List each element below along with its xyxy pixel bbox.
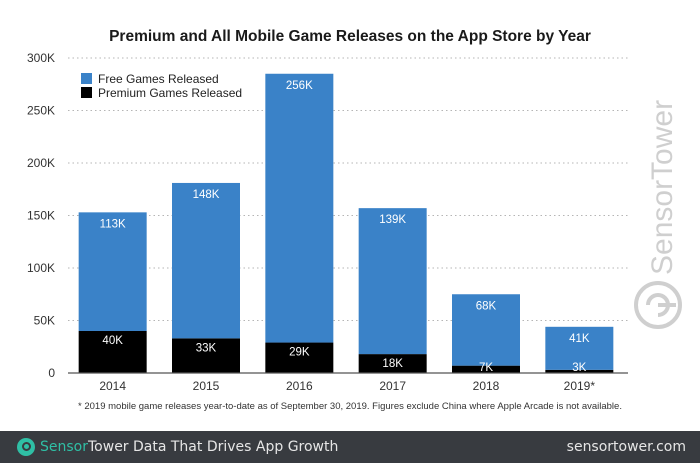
x-tick-label: 2016 bbox=[286, 379, 313, 393]
y-tick-label: 250K bbox=[27, 104, 55, 118]
data-labels: 40K 113K 33K 148K 29K 256K 18K 139K 7K 68K 3K 41K bbox=[100, 80, 590, 374]
x-tick-label: 2019* bbox=[564, 379, 596, 393]
y-tick-label: 150K bbox=[27, 209, 55, 223]
x-axis: 2014 2015 2016 2017 2018 2019* bbox=[68, 372, 628, 393]
watermark-logo-icon bbox=[634, 281, 682, 329]
bar-premium-2019 bbox=[545, 369, 614, 373]
y-tick-label: 200K bbox=[27, 156, 55, 170]
bar-premium-2016 bbox=[265, 342, 334, 373]
bar-premium-2018 bbox=[452, 365, 520, 373]
data-label: 33K bbox=[196, 342, 217, 354]
footnote: * 2019 mobile game releases year-to-date… bbox=[78, 401, 622, 412]
legend-label: Premium Games Released bbox=[98, 86, 242, 100]
data-label: 256K bbox=[286, 80, 313, 92]
watermark-text: SensorTower bbox=[646, 100, 679, 275]
x-tick-label: 2014 bbox=[99, 379, 126, 393]
data-label: 148K bbox=[193, 189, 220, 201]
bar-free-2017 bbox=[358, 208, 427, 355]
y-tick-label: 300K bbox=[27, 51, 55, 65]
data-label: 40K bbox=[102, 335, 123, 347]
y-axis: 0 50K 100K 150K 200K 250K 300K bbox=[27, 51, 55, 380]
brand-name: SensorTower bbox=[40, 439, 129, 455]
data-label: 29K bbox=[289, 347, 310, 359]
data-label: 113K bbox=[100, 218, 126, 230]
x-tick-label: 2018 bbox=[473, 379, 500, 393]
data-label: 3K bbox=[572, 362, 586, 374]
legend-label: Free Games Released bbox=[98, 72, 219, 86]
bars bbox=[78, 73, 614, 373]
footer-bar: SensorTower Data That Drives App Growth … bbox=[0, 431, 700, 463]
data-label: 41K bbox=[569, 333, 590, 345]
sensortower-watermark: SensorTower bbox=[634, 100, 682, 329]
legend-swatch bbox=[81, 87, 92, 98]
y-tick-label: 0 bbox=[48, 366, 55, 380]
bar-free-2014 bbox=[78, 212, 147, 331]
data-label: 68K bbox=[476, 300, 497, 312]
bar-premium-2017 bbox=[358, 354, 427, 373]
gridlines bbox=[68, 57, 628, 321]
tagline: Data That Drives App Growth bbox=[133, 439, 339, 455]
bar-free-2018 bbox=[452, 294, 520, 366]
data-label: 7K bbox=[479, 362, 493, 374]
bar-premium-2015 bbox=[172, 338, 240, 373]
stacked-bar-chart: 0 50K 100K 150K 200K 250K 300K 40K 113K 33K 148K 2… bbox=[27, 51, 628, 393]
chart-title: Premium and All Mobile Game Releases on … bbox=[109, 28, 591, 45]
y-tick-label: 50K bbox=[34, 314, 55, 328]
data-label: 18K bbox=[382, 358, 403, 370]
bar-premium-2014 bbox=[78, 331, 147, 373]
brand-part-2: Tower bbox=[88, 439, 129, 455]
x-tick-label: 2017 bbox=[379, 379, 406, 393]
data-label: 139K bbox=[379, 214, 406, 226]
bar-free-2019 bbox=[545, 326, 614, 370]
legend-swatch bbox=[81, 73, 92, 84]
website-link[interactable]: sensortower.com bbox=[566, 439, 686, 455]
brand-part-1: Sensor bbox=[40, 439, 88, 455]
bar-free-2015 bbox=[172, 182, 240, 339]
x-tick-label: 2015 bbox=[193, 379, 220, 393]
bar-free-2016 bbox=[265, 73, 334, 343]
y-tick-label: 100K bbox=[27, 261, 55, 275]
sensortower-logo-icon bbox=[17, 438, 35, 456]
